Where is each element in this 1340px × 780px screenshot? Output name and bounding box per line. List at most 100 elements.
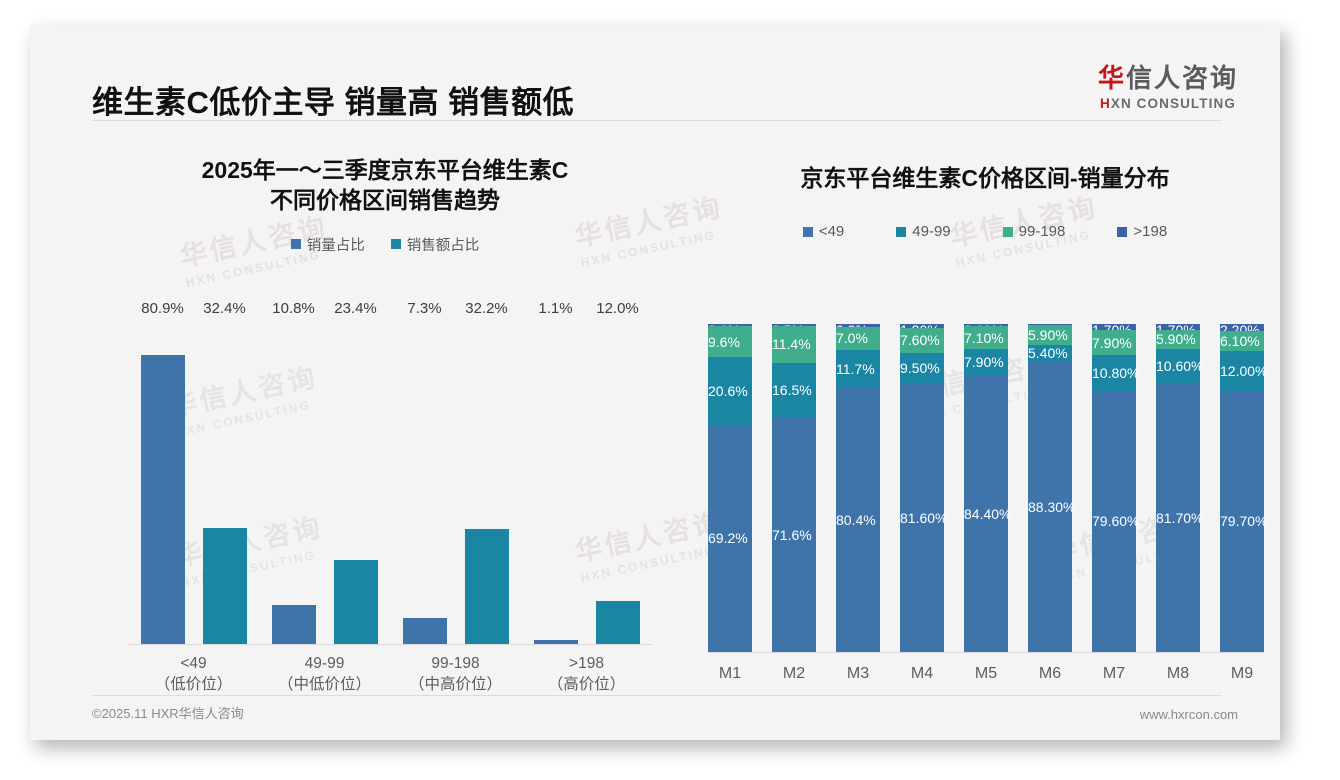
x-axis-tick-sub: （高价位） [547, 676, 626, 694]
segment-value-label: 20.6% [708, 383, 748, 400]
stack-segment-49-99[interactable]: 5.40% [1028, 344, 1072, 363]
legend-item-49-99[interactable]: 49-99 [896, 223, 951, 240]
table-row[interactable]: 0.5% 11.4% 16.5% 71.6% [772, 323, 816, 652]
stack-segment-99-198[interactable]: 5.90% [1028, 325, 1072, 345]
stack-segment-lt49[interactable]: 69.2% [708, 425, 752, 652]
table-row[interactable]: 0.6% 9.6% 20.6% 69.2% [708, 323, 752, 652]
table-row[interactable]: 0.40% 5.90% 5.40% 88.30% [1028, 323, 1075, 652]
x-axis-tick-main: <49 [180, 655, 207, 672]
stack-segment-99-198[interactable]: 5.90% [1156, 329, 1200, 349]
stack-segment-49-99[interactable]: 12.00% [1220, 351, 1267, 391]
logo-chinese: 华信人咨询 [1098, 65, 1238, 91]
table-row[interactable] [464, 528, 509, 644]
bar-value-label: 32.2% [465, 300, 508, 317]
table-row[interactable]: 1.20% 7.60% 9.50% 81.60% [900, 323, 947, 652]
stack-segment-lt49[interactable]: 81.70% [1156, 383, 1203, 652]
stack-segment-lt49[interactable]: 88.30% [1028, 362, 1075, 652]
bar-value-label: 7.3% [407, 300, 442, 317]
legend-label: 99-198 [1018, 223, 1066, 241]
x-axis-tick: M9 [1230, 665, 1254, 682]
stack-segment-lt49[interactable]: 84.40% [964, 375, 1011, 652]
x-axis-tick: M2 [782, 665, 806, 682]
table-row[interactable]: 1.70% 7.90% 10.80% 79.60% [1092, 323, 1139, 652]
bar-wrapper: 32.4% [202, 300, 247, 644]
segment-value-label: 11.4% [772, 336, 811, 353]
legend-item-99-198[interactable]: 99-198 [1002, 223, 1066, 241]
table-row[interactable] [202, 528, 247, 644]
stack-segment-49-99[interactable]: 10.80% [1092, 355, 1139, 391]
stack-segment-99-198[interactable]: 6.10% [1220, 331, 1264, 352]
legend-swatch-icon [896, 226, 907, 237]
stack-segment-99-198[interactable]: 9.6% [708, 325, 752, 358]
slide-canvas: 维生素C低价主导 销量高 销售额低 华信人咨询 HXN CONSULTING 华… [30, 25, 1280, 740]
table-row[interactable]: 0.60% 7.10% 7.90% 84.40% [964, 323, 1011, 652]
plot-area-left: 80.9% 32.4% 10.8% 23.4% [108, 300, 668, 703]
bar-wrapper: 7.3% [402, 300, 447, 644]
website-url[interactable]: www.hxrcon.com [1139, 707, 1238, 722]
legend-swatch-icon [1117, 226, 1128, 237]
stack-segment-99-198[interactable]: 7.60% [900, 327, 944, 353]
legend-item-sales-amount[interactable]: 销售额占比 [390, 234, 479, 255]
stack-segment-lt49[interactable]: 79.70% [1220, 390, 1267, 652]
table-row[interactable] [271, 605, 316, 644]
footer-divider [92, 695, 1222, 696]
bar-value-label: 80.9% [141, 300, 184, 317]
legend-item-sales-volume[interactable]: 销量占比 [290, 234, 365, 255]
header-divider [92, 120, 1222, 121]
logo-chinese-rest: 信人咨询 [1125, 63, 1238, 93]
segment-value-label: 9.50% [900, 360, 940, 377]
stack-segment-49-99[interactable]: 11.7% [836, 349, 880, 388]
x-axis-line [708, 652, 1264, 653]
segment-value-label: 81.70% [1156, 509, 1204, 526]
stack-segment-49-99[interactable]: 16.5% [772, 363, 816, 418]
stack-segment-lt49[interactable]: 81.60% [900, 384, 947, 652]
segment-value-label: 7.90% [964, 354, 1004, 371]
x-axis-tick: 49-99 （中低价位） [263, 647, 387, 703]
table-row[interactable]: 0.8% 7.0% 11.7% 80.4% [836, 323, 880, 652]
stack-segment-99-198[interactable]: 7.90% [1092, 329, 1136, 356]
table-row[interactable] [140, 354, 185, 644]
logo-english-rest: XN CONSULTING [1110, 96, 1236, 111]
segment-value-label: 88.30% [1028, 499, 1076, 516]
x-axis-labels: <49 （低价位） 49-99 （中低价位） 99-198 （中高价位） >19… [128, 647, 652, 703]
chart-title-left: 2025年一～三季度京东平台维生素C 不同价格区间销售趋势 [90, 155, 680, 216]
bar-wrapper: 23.4% [333, 300, 378, 644]
table-row[interactable]: 1.70% 5.90% 10.60% 81.70% [1156, 323, 1203, 652]
stack-segment-lt49[interactable]: 71.6% [772, 417, 816, 652]
segment-value-label: 69.2% [708, 530, 748, 547]
legend-swatch-icon [1002, 226, 1013, 237]
stack-segment-49-99[interactable]: 9.50% [900, 352, 944, 384]
table-row[interactable] [402, 617, 447, 644]
table-row[interactable] [595, 601, 640, 644]
table-row[interactable]: 2.20% 6.10% 12.00% 79.70% [1220, 323, 1267, 652]
stack-segment-49-99[interactable]: 10.60% [1156, 348, 1203, 384]
table-row[interactable] [333, 560, 378, 644]
stack-segment-49-99[interactable]: 20.6% [708, 357, 752, 425]
legend-label: >198 [1133, 223, 1168, 241]
stack-segment-99-198[interactable]: 11.4% [772, 325, 816, 364]
stack-segment-99-198[interactable]: 7.0% [836, 326, 880, 350]
stacked-bars: 0.6% 9.6% 20.6% 69.2% 0.5% 11.4% 16.5% 7… [708, 323, 1267, 652]
legend-label: 销量占比 [306, 237, 365, 254]
segment-value-label: 81.60% [900, 509, 948, 526]
segment-value-label: 79.70% [1220, 513, 1268, 530]
logo-chinese-red: 华 [1097, 63, 1126, 93]
stack-segment-gt198[interactable]: 2.20% [1220, 323, 1264, 337]
stack-segment-lt49[interactable]: 79.60% [1092, 390, 1139, 652]
segment-value-label: 10.80% [1092, 365, 1140, 382]
x-axis-tick-main: 49-99 [304, 655, 345, 672]
segment-value-label: 9.6% [708, 333, 740, 350]
legend-item-lt49[interactable]: <49 [802, 223, 844, 240]
bar-value-label: 23.4% [334, 300, 377, 317]
x-axis-line [128, 644, 652, 645]
x-axis-tick: M3 [846, 665, 870, 682]
legend-swatch-icon [290, 239, 301, 250]
stack-segment-49-99[interactable]: 7.90% [964, 349, 1008, 376]
table-row[interactable] [533, 639, 578, 644]
x-axis-tick: M7 [1102, 665, 1126, 682]
chart-title-right: 京东平台维生素C价格区间-销量分布 [800, 165, 1170, 191]
stack-segment-99-198[interactable]: 7.10% [964, 325, 1008, 350]
legend-item-gt198[interactable]: >198 [1117, 223, 1167, 240]
stack-segment-lt49[interactable]: 80.4% [836, 387, 880, 652]
x-axis-tick-sub: （低价位） [154, 676, 233, 694]
